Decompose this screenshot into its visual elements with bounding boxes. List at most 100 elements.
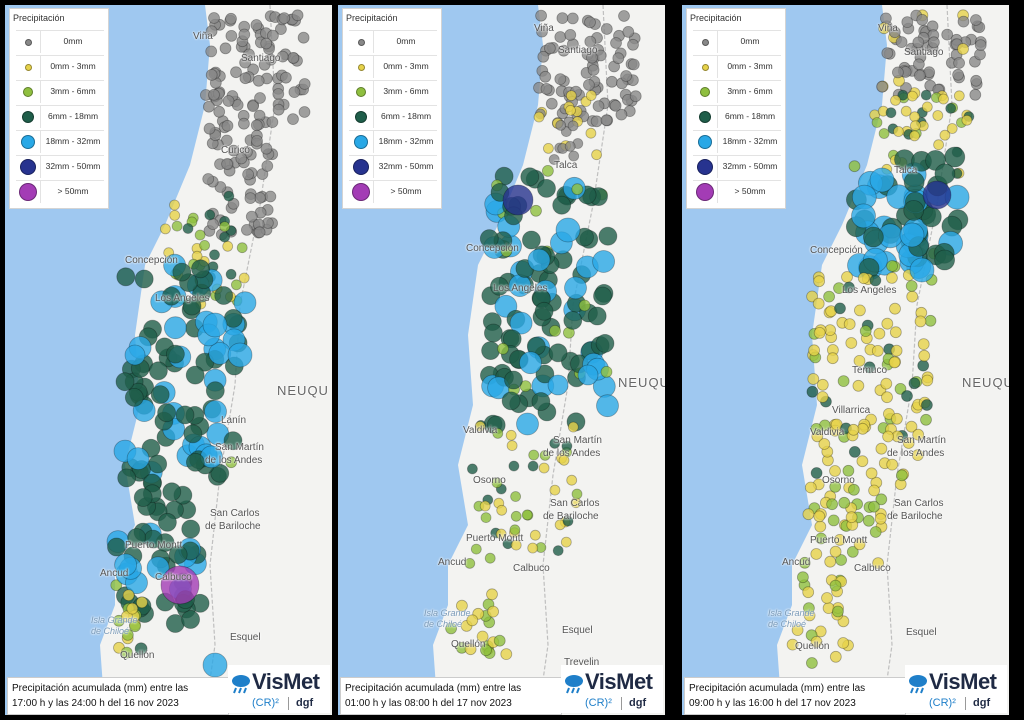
station-dot[interactable] [806,385,819,398]
station-dot[interactable] [552,545,564,556]
station-dot[interactable] [895,36,908,48]
station-dot[interactable] [586,51,598,64]
station-dot[interactable] [823,290,836,303]
station-dot[interactable] [287,52,300,64]
station-dot[interactable] [121,629,134,641]
station-dot[interactable] [538,462,550,474]
station-dot[interactable] [888,26,901,39]
station-dot[interactable] [230,279,242,291]
station-dot[interactable] [612,52,625,65]
map-canvas-3[interactable] [682,5,1009,715]
station-dot[interactable] [842,464,855,477]
station-dot[interactable] [863,361,876,374]
station-dot[interactable] [880,377,893,390]
station-dot[interactable] [204,400,227,423]
station-dot[interactable] [815,532,828,545]
station-dot[interactable] [547,374,569,396]
station-dot[interactable] [484,552,496,564]
station-dot[interactable] [810,548,823,560]
station-dot[interactable] [169,209,181,221]
station-dot[interactable] [208,12,220,24]
station-dot[interactable] [600,365,613,378]
station-dot[interactable] [895,469,908,482]
station-dot[interactable] [829,579,842,592]
station-dot[interactable] [566,12,579,25]
station-dot[interactable] [584,35,597,48]
station-dot[interactable] [527,248,551,272]
station-dot[interactable] [918,349,931,362]
station-dot[interactable] [894,382,907,395]
station-dot[interactable] [874,512,887,525]
station-dot[interactable] [938,93,949,105]
station-dot[interactable] [899,222,925,248]
station-dot[interactable] [848,445,861,458]
station-dot[interactable] [629,90,642,103]
station-dot[interactable] [565,90,577,101]
station-dot[interactable] [205,69,218,81]
station-dot[interactable] [492,427,504,439]
station-dot[interactable] [561,440,573,452]
station-dot[interactable] [251,134,263,147]
station-dot[interactable] [227,197,240,210]
station-dot[interactable] [521,509,533,521]
station-dot[interactable] [114,553,137,577]
station-dot[interactable] [508,460,520,472]
station-dot[interactable] [501,391,521,411]
station-dot[interactable] [250,119,263,132]
station-dot[interactable] [160,565,200,605]
station-dot[interactable] [833,534,846,546]
station-dot[interactable] [913,69,926,82]
station-dot[interactable] [829,650,842,663]
station-dot[interactable] [814,520,827,533]
station-dot[interactable] [853,354,866,367]
station-dot[interactable] [791,624,804,636]
station-dot[interactable] [609,99,622,112]
station-dot[interactable] [946,123,958,134]
station-dot[interactable] [204,209,216,221]
station-dot[interactable] [548,154,560,165]
station-dot[interactable] [191,259,210,279]
station-dot[interactable] [906,290,919,303]
station-dot[interactable] [238,272,250,284]
station-dot[interactable] [496,504,508,516]
map-canvas-2[interactable] [338,5,665,715]
station-dot[interactable] [571,488,583,500]
station-dot[interactable] [202,173,215,185]
map-canvas-1[interactable] [5,5,332,715]
station-dot[interactable] [146,556,170,580]
station-dot[interactable] [917,359,930,372]
station-dot[interactable] [124,344,146,366]
station-dot[interactable] [627,38,639,51]
station-dot[interactable] [127,528,147,547]
station-dot[interactable] [578,299,591,312]
station-dot[interactable] [504,370,523,390]
station-dot[interactable] [122,589,135,602]
station-dot[interactable] [117,468,137,488]
station-dot[interactable] [920,413,932,426]
station-dot[interactable] [202,100,215,113]
station-dot[interactable] [505,429,517,441]
station-dot[interactable] [535,364,555,384]
station-dot[interactable] [901,16,914,29]
station-dot[interactable] [549,437,561,449]
station-dot[interactable] [219,42,232,55]
station-dot[interactable] [250,19,263,31]
station-dot[interactable] [886,260,899,272]
station-dot[interactable] [172,262,192,282]
station-dot[interactable] [497,342,509,355]
station-dot[interactable] [148,454,168,474]
station-dot[interactable] [906,90,918,102]
station-dot[interactable] [121,610,133,623]
station-dot[interactable] [868,500,880,513]
station-dot[interactable] [797,571,809,584]
station-dot[interactable] [287,113,299,125]
station-dot[interactable] [891,66,904,79]
station-dot[interactable] [510,510,522,522]
station-dot[interactable] [953,57,966,69]
station-dot[interactable] [537,50,550,63]
station-dot[interactable] [278,12,291,25]
station-dot[interactable] [875,442,888,455]
station-dot[interactable] [838,496,851,509]
station-dot[interactable] [264,190,277,203]
station-dot[interactable] [584,16,596,29]
